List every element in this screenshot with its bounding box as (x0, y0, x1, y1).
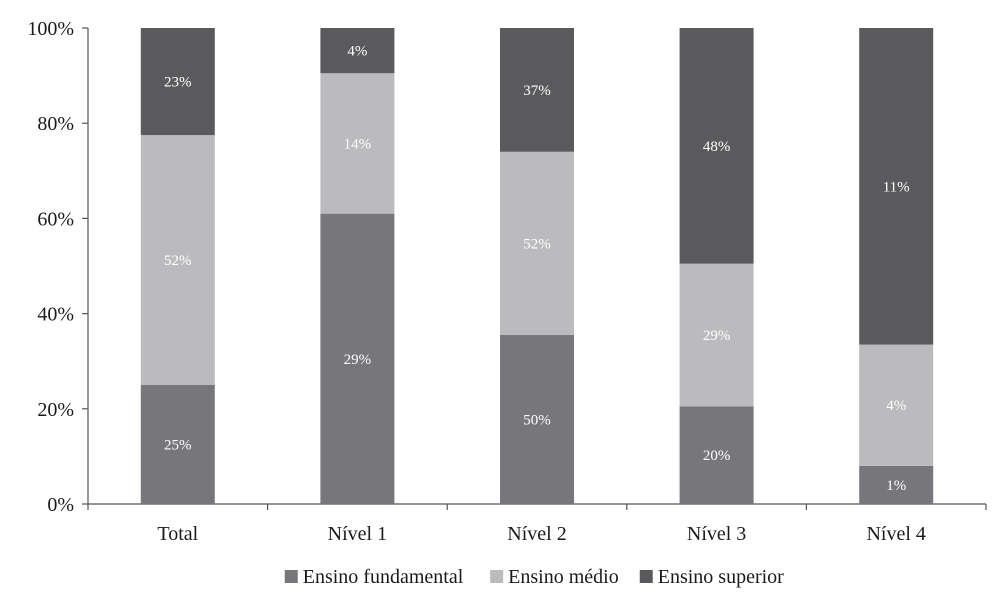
chart-segment-labels: 25% 52% 23% 29% 14% 4% 50% 52% 37% 20% 29% 48% 1% 4% 1… (164, 44, 910, 494)
legend-label: Ensino fundamental (303, 566, 464, 588)
bar-segment-label: 29% (344, 352, 372, 368)
bar-segment (859, 28, 934, 345)
bar-segment (500, 335, 574, 504)
bar-segment (859, 344, 934, 466)
legend-swatch (639, 570, 653, 583)
x-category-label: Nível 1 (328, 523, 387, 545)
legend-label: Ensino superior (658, 566, 784, 588)
bar-segment (679, 263, 754, 407)
bar-segment-label: 50% (523, 413, 551, 429)
y-tick-label: 40% (37, 304, 74, 326)
bar-segment-label: 4% (347, 44, 367, 60)
legend-swatch (490, 570, 504, 583)
bar-segment-label: 11% (883, 179, 910, 195)
x-category-label: Nível 3 (687, 523, 746, 545)
y-tick-label: 20% (37, 399, 74, 421)
bar-segment (500, 151, 574, 336)
bar-segment (140, 28, 215, 136)
bar-segment-label: 20% (703, 448, 731, 464)
x-category-label: Total (157, 523, 198, 545)
chart-legend: Ensino fundamental Ensino médio Ensino sup… (284, 566, 784, 588)
bar-segment-label: 25% (164, 438, 192, 454)
bar-segment-label: 37% (523, 83, 551, 99)
y-tick-label: 80% (37, 113, 74, 135)
bar-segment (140, 135, 215, 385)
x-category-label: Nível 2 (507, 523, 566, 545)
bar-segment (679, 406, 754, 504)
bar-segment-label: 14% (344, 136, 372, 152)
x-category-label: Nível 4 (866, 523, 925, 545)
bar-segment (679, 28, 754, 264)
bar-segment-label: 48% (703, 139, 731, 155)
bar-segment-label: 1% (886, 478, 906, 494)
legend-swatch (284, 570, 298, 583)
y-tick-label: 100% (27, 18, 74, 40)
bar-segment (500, 28, 574, 152)
bar-segment (320, 73, 395, 214)
bar-segment-label: 52% (164, 253, 192, 269)
bar-segment (140, 385, 215, 504)
bar-segment (859, 465, 934, 504)
chart-axes: 0% 20% 40% 60% 80% 100% Total Nível 1 Nível 2 Nív… (27, 18, 987, 545)
y-tick-label: 0% (47, 494, 74, 516)
bar-segment (320, 28, 395, 74)
chart-bars (140, 28, 934, 504)
bar-segment-label: 29% (703, 328, 731, 344)
legend-label: Ensino médio (508, 566, 619, 588)
y-tick-label: 60% (37, 208, 74, 230)
bar-segment-label: 4% (886, 398, 906, 414)
bar-segment (320, 213, 395, 504)
bar-segment-label: 52% (523, 236, 551, 252)
bar-segment-label: 23% (164, 75, 192, 91)
